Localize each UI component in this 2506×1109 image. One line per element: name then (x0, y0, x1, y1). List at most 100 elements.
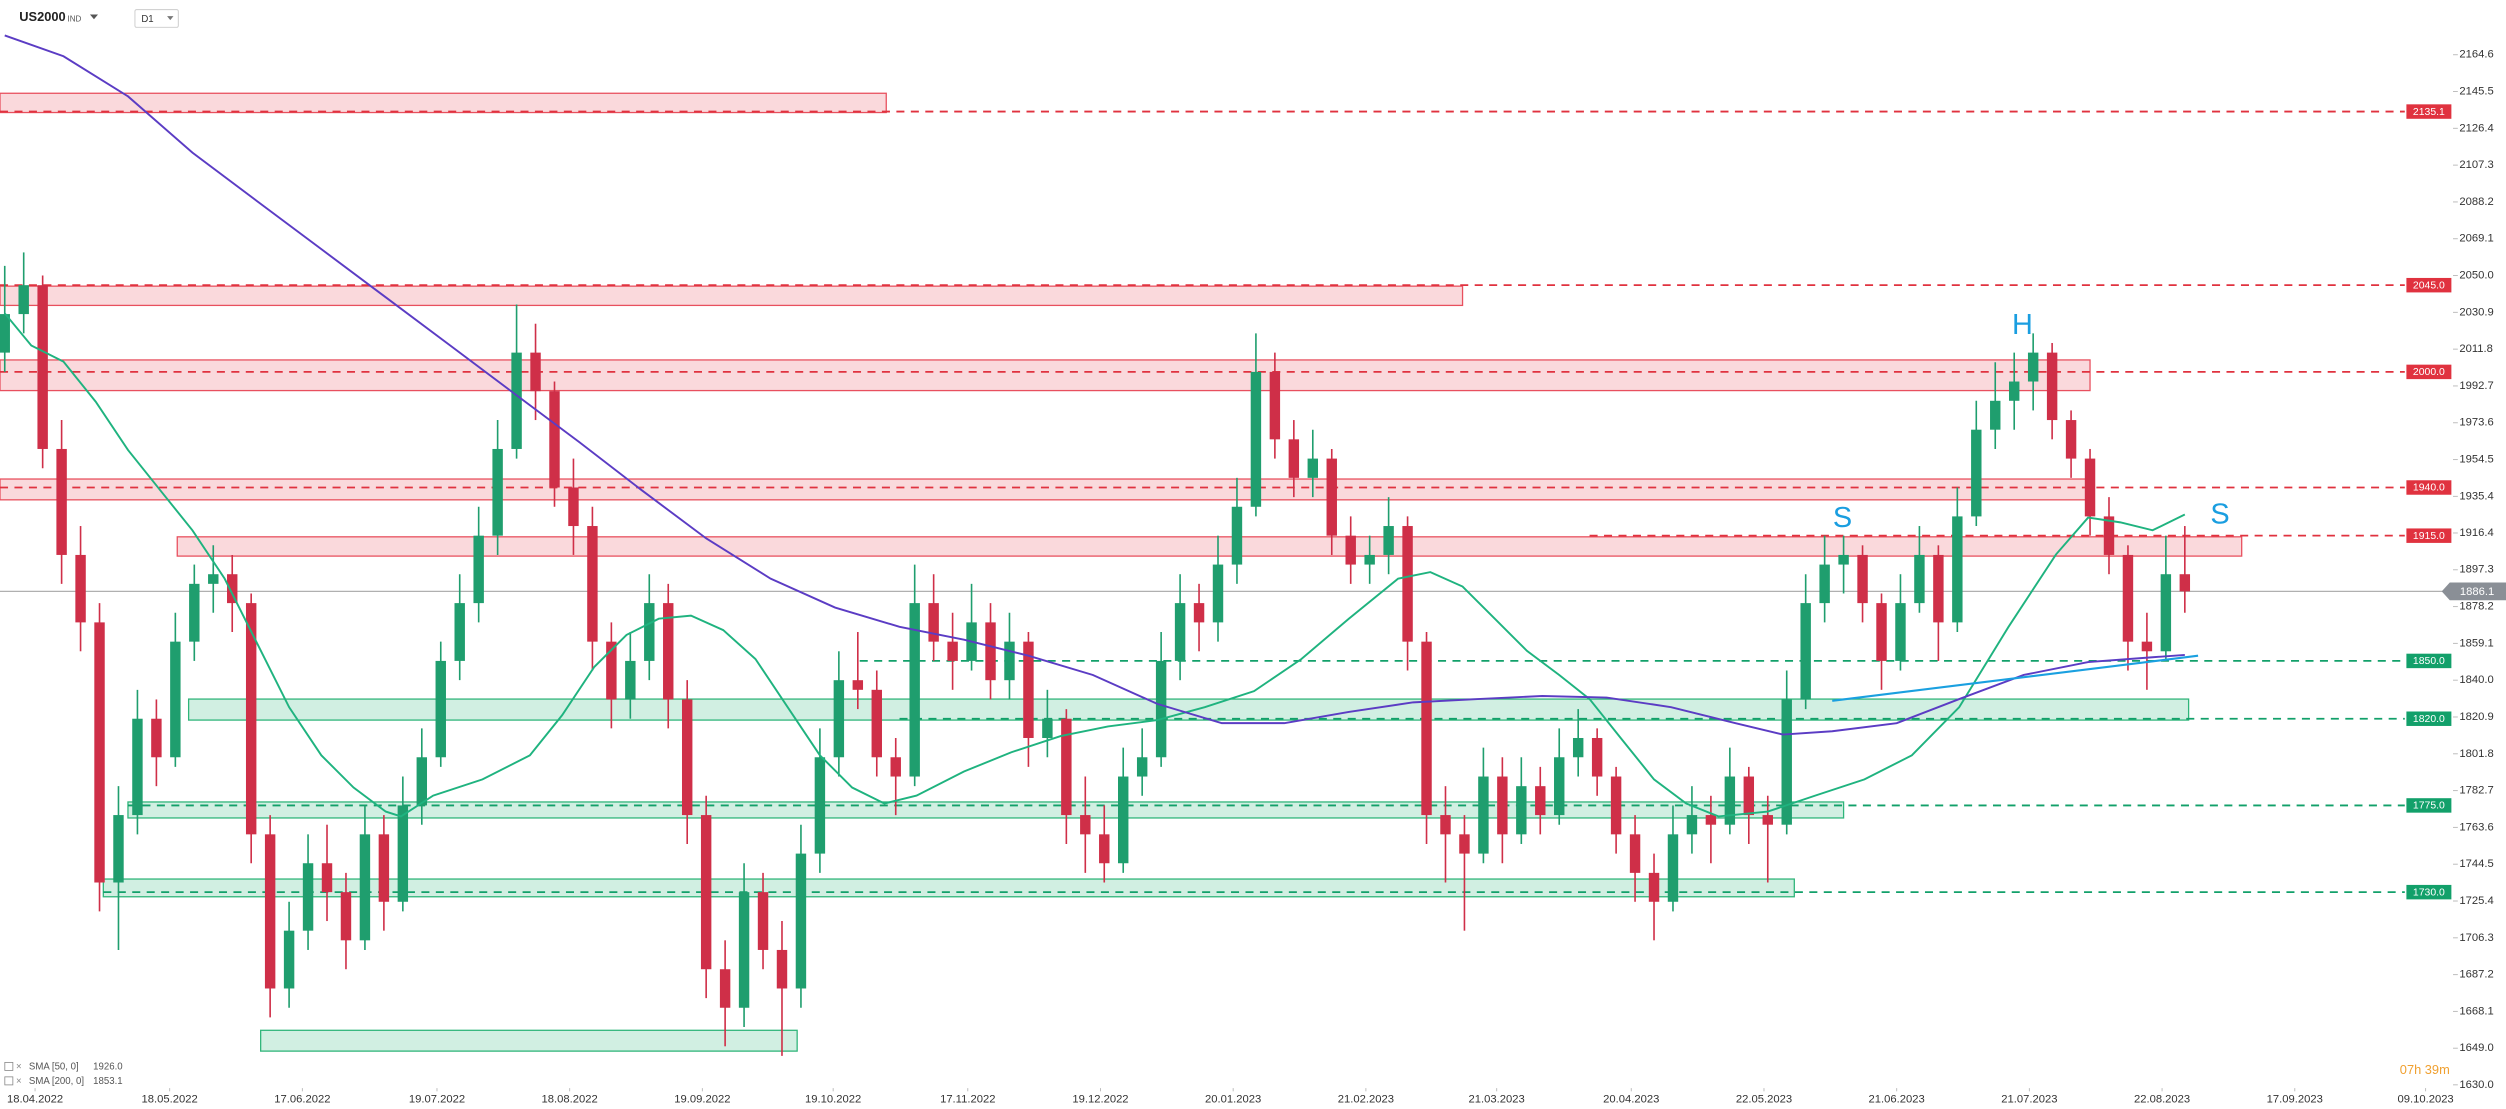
candle-body (113, 815, 124, 883)
y-tick-label: 2030.9 (2459, 306, 2493, 318)
candle-body (1724, 776, 1736, 825)
legend-close: × (16, 1076, 22, 1087)
candle-body (1402, 526, 1413, 642)
candle-body (814, 757, 826, 854)
candle-body (1629, 834, 1641, 873)
candle-body (1535, 786, 1546, 816)
sma-line (3, 312, 2186, 818)
candle-body (1155, 660, 1167, 758)
candle-body (37, 285, 48, 449)
legend-icon (4, 1076, 14, 1086)
candle-body (1648, 872, 1660, 902)
candle-body (625, 660, 636, 700)
candle-body (1440, 815, 1451, 835)
candle-body (700, 815, 712, 970)
legend-value: 1853.1 (93, 1076, 122, 1087)
candle-body (1572, 737, 1584, 758)
symbol-dropdown[interactable] (89, 14, 98, 20)
candle-body (2027, 352, 2039, 382)
level-label: 1915.0 (2413, 531, 2445, 542)
candle-body (321, 863, 333, 893)
candle-body (18, 285, 29, 315)
y-tick-label: 1725.4 (2459, 895, 2493, 907)
annotation: H (2012, 309, 2033, 341)
candle-body (757, 892, 769, 950)
y-tick-label: 1878.2 (2459, 601, 2493, 613)
y-tick-label: 1973.6 (2459, 417, 2493, 429)
x-tick-label: 19.07.2022 (409, 1093, 465, 1105)
x-tick-label: 18.04.2022 (7, 1093, 63, 1105)
y-tick-label: 1782.7 (2459, 785, 2493, 797)
candle-body (1023, 641, 1034, 738)
zone (176, 536, 2243, 557)
candle-body (795, 853, 807, 989)
level-tag (2406, 653, 2452, 669)
x-tick-label: 17.09.2023 (2267, 1093, 2323, 1105)
candle-body (1497, 776, 1508, 835)
level-label: 1940.0 (2413, 483, 2445, 494)
candle-body (1895, 603, 1906, 661)
candle-body (245, 603, 257, 835)
x-tick-label: 22.05.2023 (1736, 1093, 1792, 1105)
candle-body (719, 969, 731, 1008)
x-tick-label: 21.07.2023 (2001, 1093, 2057, 1105)
y-tick-label: 1630.0 (2459, 1079, 2493, 1091)
x-tick-label: 22.08.2023 (2134, 1093, 2190, 1105)
candle-body (1933, 554, 1944, 623)
candle-body (1099, 834, 1110, 864)
zone (102, 878, 1795, 898)
candle-body (1971, 429, 1982, 517)
y-tick-label: 1897.3 (2459, 564, 2493, 576)
candle-body (1136, 757, 1148, 777)
candle-body (2141, 641, 2153, 652)
candle-body (928, 603, 939, 642)
candle-body (2122, 554, 2134, 642)
candle-body (2179, 574, 2191, 592)
level-tag (2406, 711, 2452, 726)
level-label: 2000.0 (2413, 367, 2445, 378)
candle-body (132, 718, 143, 816)
symbol[interactable]: US2000 (19, 9, 65, 24)
y-tick-label: 1649.0 (2459, 1042, 2493, 1054)
candle-body (151, 718, 162, 758)
candle-body (1383, 526, 1394, 555)
y-tick-label: 2069.1 (2459, 233, 2493, 245)
y-tick-label: 2050.0 (2459, 270, 2493, 282)
timeframe-dropdown[interactable] (167, 16, 174, 21)
y-tick-label: 1706.3 (2459, 932, 2493, 944)
candle-body (170, 641, 181, 758)
market: IND (67, 14, 81, 23)
x-tick-label: 21.03.2023 (1469, 1093, 1525, 1105)
candle-body (1952, 516, 1963, 623)
legend-name: SMA [200, 0] (29, 1076, 84, 1087)
candle-body (587, 526, 598, 642)
level-tag (2406, 480, 2452, 495)
candle-body (1250, 371, 1262, 507)
candle-body (1857, 554, 1868, 604)
candle-body (1080, 815, 1091, 835)
zone (0, 92, 887, 114)
level-tag (2406, 884, 2452, 900)
candle-body (1269, 371, 1281, 440)
y-tick-label: 1687.2 (2459, 969, 2493, 981)
timeframe[interactable]: D1 (141, 14, 153, 25)
annotation: S (2210, 499, 2229, 531)
candle-body (871, 689, 882, 758)
candle-body (0, 314, 10, 353)
candle-body (1990, 400, 2001, 430)
timeframe-box[interactable] (134, 9, 179, 28)
candle-body (1876, 603, 1887, 661)
level-label: 1730.0 (2413, 887, 2445, 898)
level-label: 1850.0 (2413, 656, 2445, 667)
candle-body (511, 352, 522, 449)
candle-body (1591, 737, 1603, 777)
trendline (1832, 654, 2199, 702)
x-tick-label: 17.11.2022 (940, 1093, 995, 1105)
candle-body (283, 930, 295, 989)
candle-body (359, 834, 371, 941)
candle-body (2008, 381, 2020, 401)
candle-body (738, 892, 750, 1008)
candle-body (568, 487, 579, 527)
level-tag (2406, 798, 2452, 813)
